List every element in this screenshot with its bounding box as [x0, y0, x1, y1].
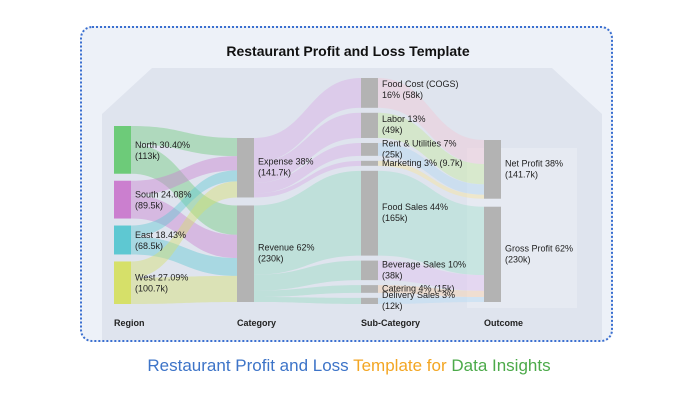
column-headers: Region Category Sub-Category Outcome	[114, 318, 523, 328]
link-food_sales-gross_profit	[378, 170, 484, 276]
label-revenue: Revenue 62% (230k)	[258, 243, 315, 264]
link-expense-labor	[254, 112, 361, 183]
sankey-chart: Restaurant Profit and Loss Template Nort…	[102, 43, 602, 340]
link-revenue-food_sales	[254, 170, 361, 275]
sankey-links	[131, 78, 484, 304]
link-west-revenue	[131, 275, 237, 304]
link-east-revenue	[131, 236, 237, 276]
link-revenue-catering	[254, 285, 361, 297]
link-revenue-delivery	[254, 296, 361, 304]
link-revenue-beverage	[254, 260, 361, 291]
link-rent-net_profit	[378, 142, 484, 195]
node-food_cost	[361, 78, 378, 108]
node-catering	[361, 285, 378, 293]
sankey-nodes	[114, 78, 501, 304]
node-east	[114, 225, 131, 255]
node-south	[114, 180, 131, 219]
column-header-1: Category	[237, 318, 276, 328]
caption: Restaurant Profit and Loss Template for …	[0, 355, 698, 377]
chart-frame: Restaurant Profit and Loss Template Nort…	[80, 26, 613, 342]
label-gross_profit: Gross Profit 62% (230k)	[505, 243, 573, 264]
caption-part-1: Restaurant Profit and Loss	[147, 356, 354, 375]
node-labor	[361, 112, 378, 138]
label-food_cost: Food Cost (COGS) 16% (58k)	[382, 79, 459, 100]
chart-title: Restaurant Profit and Loss Template	[226, 43, 469, 59]
link-beverage-gross_profit	[378, 260, 484, 291]
label-expense: Expense 38% (141.7k)	[258, 157, 314, 178]
link-south-revenue	[131, 195, 237, 259]
link-expense-rent	[254, 142, 361, 194]
link-north-expense	[131, 126, 237, 157]
label-net_profit: Net Profit 38% (141.7k)	[505, 158, 563, 179]
link-east-expense	[131, 170, 237, 237]
caption-part-3: Data Insights	[451, 356, 551, 375]
label-delivery: Delivery Sales 3% (12k)	[382, 290, 455, 311]
node-net_profit	[484, 140, 501, 199]
node-delivery	[361, 297, 378, 304]
node-gross_profit	[484, 206, 501, 302]
column-header-2: Sub-Category	[361, 318, 420, 328]
node-west	[114, 261, 131, 304]
link-expense-food_cost	[254, 78, 361, 163]
link-marketing-net_profit	[378, 160, 484, 199]
column-header-3: Outcome	[484, 318, 523, 328]
label-labor: Labor 13% (49k)	[382, 114, 426, 135]
node-rent	[361, 142, 378, 156]
label-west: West 27.09% (100.7k)	[135, 273, 188, 294]
label-food_sales: Food Sales 44% (165k)	[382, 202, 448, 223]
label-north: North 30.40% (113k)	[135, 140, 190, 161]
link-catering-gross_profit	[378, 285, 484, 298]
link-delivery-gross_profit	[378, 297, 484, 304]
link-labor-net_profit	[378, 112, 484, 185]
node-north	[114, 126, 131, 174]
label-east: East 18.43% (68.5k)	[135, 230, 186, 251]
column-header-0: Region	[114, 318, 145, 328]
label-marketing: Marketing 3% (9.7k)	[382, 158, 463, 168]
node-expense	[237, 138, 254, 198]
node-food_sales	[361, 170, 378, 256]
caption-part-2: Template for	[353, 356, 452, 375]
node-revenue	[237, 205, 254, 302]
sankey-labels: North 30.40% (113k) South 24.08% (89.5k) Eas…	[135, 79, 573, 311]
link-expense-marketing	[254, 160, 361, 198]
link-south-expense	[131, 156, 237, 196]
node-marketing	[361, 160, 378, 166]
label-catering: Catering 4% (15k)	[382, 283, 455, 293]
label-beverage: Beverage Sales 10% (38k)	[382, 259, 466, 280]
link-north-revenue	[131, 144, 237, 235]
node-beverage	[361, 260, 378, 281]
link-west-expense	[131, 181, 237, 278]
link-food_cost-net_profit	[378, 78, 484, 165]
label-south: South 24.08% (89.5k)	[135, 190, 192, 211]
label-rent: Rent & Utilities 7% (25k)	[382, 138, 457, 159]
